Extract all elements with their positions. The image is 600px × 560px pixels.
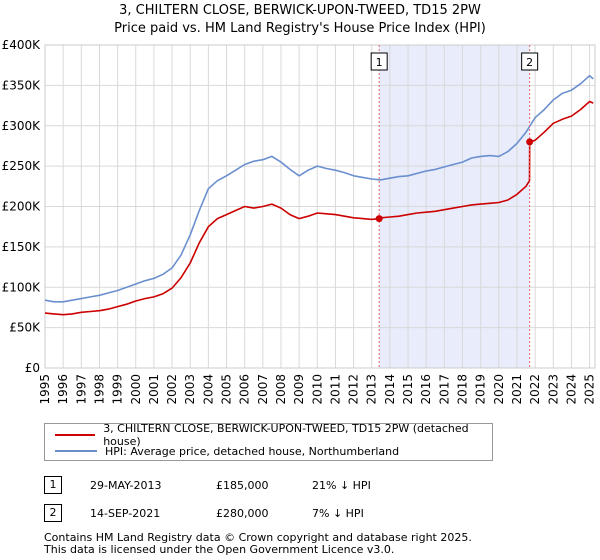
footer-licence: This data is licensed under the Open Gov… [44,543,395,556]
x-tick-label: 2017 [437,374,451,405]
sale-hpi-diff: 7% ↓ HPI [312,507,364,520]
x-tick-label: 2021 [510,374,524,405]
x-tick-label: 1997 [74,374,88,405]
series-line-property [44,100,594,316]
x-tick-label: 1996 [56,374,70,405]
x-tick-label: 2001 [147,374,161,405]
x-tick-label: 2016 [419,374,433,405]
x-tick-label: 2002 [165,374,179,405]
x-tick-label: 2011 [328,374,342,405]
y-tick-label: £200K [2,200,42,214]
footer: Contains HM Land Registry data © Crown c… [44,532,472,556]
legend-item-property: 3, CHILTERN CLOSE, BERWICK-UPON-TWEED, T… [55,422,492,448]
sale-number-badge: 1 [44,476,62,494]
sale-marker-badge [521,52,539,71]
y-tick-label: £250K [2,159,42,173]
axes-group: £0 £50K £100K £150K £200K £250K £300K £350K £400… [2,38,597,405]
x-tick-label: 2024 [564,374,578,405]
sale-number-badge: 2 [44,504,62,522]
x-tick-label: 2009 [292,374,306,405]
x-tick-label: 2003 [183,374,197,405]
x-tick-label: 2000 [129,374,143,405]
y-tick-label: £350K [2,78,42,92]
chart-title-block: 3, CHILTERN CLOSE, BERWICK-UPON-TWEED, T… [0,2,600,38]
legend-swatch-property [55,434,96,436]
sale-marker-label: 2 [526,56,533,69]
x-tick-label: 1995 [38,374,52,405]
x-tick-label: 2008 [274,374,288,405]
sale-date: 14-SEP-2021 [90,507,161,520]
legend-item-hpi: HPI: Average price, detached house, Nort… [55,443,399,459]
legend-swatch-hpi [55,450,97,452]
y-tick-label: £50K [9,321,41,335]
x-tick-label: 2019 [474,374,488,405]
legend-label-hpi: HPI: Average price, detached house, Nort… [105,444,400,458]
x-tick-label: 2014 [383,374,397,405]
legend: 3, CHILTERN CLOSE, BERWICK-UPON-TWEED, T… [44,422,493,461]
price-chart: £0 £50K £100K £150K £200K £250K £300K £350K £400… [2,38,597,405]
legend-label-property: 3, CHILTERN CLOSE, BERWICK-UPON-TWEED, T… [103,422,469,448]
series-line-hpi [44,74,594,303]
footer-copyright: Contains HM Land Registry data © Crown c… [44,531,472,544]
y-tick-label: £400K [2,38,42,52]
x-tick-label: 2007 [256,374,270,405]
y-tick-label: £150K [2,240,42,254]
x-tick-label: 2012 [347,374,361,405]
x-tick-label: 2018 [455,374,469,405]
y-tick-label: £300K [2,119,42,133]
sale-marker-label: 1 [376,56,383,69]
x-tick-label: 2015 [401,374,415,405]
sale-hpi-diff: 21% ↓ HPI [312,479,371,492]
sale-point [375,215,383,223]
chart-title: 3, CHILTERN CLOSE, BERWICK-UPON-TWEED, T… [119,3,481,18]
y-tick-label: £100K [2,280,42,294]
sale-point [526,138,534,146]
x-tick-label: 2010 [310,374,324,405]
x-tick-label: 2013 [365,374,379,405]
x-tick-label: 1998 [92,374,106,405]
chart-subtitle: Price paid vs. HM Land Registry's House … [114,21,486,36]
sale-price: £185,000 [216,479,269,492]
x-tick-label: 1999 [111,374,125,405]
plot-border [44,44,596,369]
x-tick-label: 2004 [201,374,215,405]
x-tick-label: 2022 [528,374,542,405]
sale-date: 29-MAY-2013 [90,479,162,492]
x-tick-label: 2020 [492,374,506,405]
x-tick-label: 2025 [583,374,597,405]
series-group [44,74,594,316]
sale-marker-badge [370,52,388,71]
y-tick-label: £0 [25,361,40,375]
x-tick-label: 2006 [238,374,252,405]
x-tick-label: 2023 [546,374,560,405]
x-tick-label: 2005 [220,374,234,405]
sale-price: £280,000 [216,507,269,520]
